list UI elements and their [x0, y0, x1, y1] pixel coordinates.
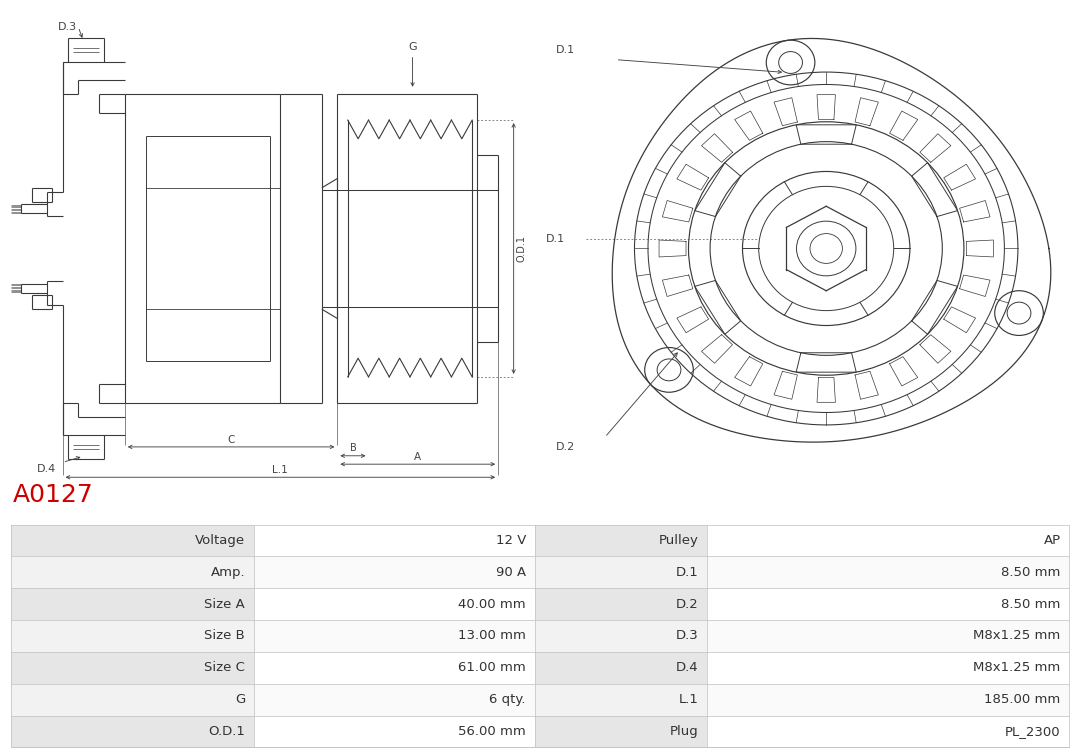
Bar: [707, 588, 1069, 620]
Text: 8.50 mm: 8.50 mm: [1001, 598, 1061, 611]
Text: D.1: D.1: [556, 44, 576, 55]
Bar: [535, 588, 707, 620]
Text: Amp.: Amp.: [211, 566, 245, 579]
Bar: [707, 556, 1069, 588]
Bar: [254, 525, 535, 556]
Text: D.1: D.1: [545, 233, 565, 243]
Text: 61.00 mm: 61.00 mm: [458, 661, 526, 675]
Text: D.1: D.1: [676, 566, 699, 579]
Bar: [254, 556, 535, 588]
Bar: [254, 620, 535, 652]
Bar: [254, 652, 535, 684]
Text: C: C: [228, 434, 234, 444]
Text: 13.00 mm: 13.00 mm: [458, 630, 526, 642]
Bar: [535, 652, 707, 684]
Text: M8x1.25 mm: M8x1.25 mm: [973, 661, 1061, 675]
Bar: [707, 525, 1069, 556]
Bar: [707, 715, 1069, 748]
Bar: [11, 715, 254, 748]
Bar: [535, 556, 707, 588]
Bar: [11, 556, 254, 588]
Text: 90 A: 90 A: [496, 566, 526, 579]
Bar: [535, 620, 707, 652]
Bar: [707, 620, 1069, 652]
Text: Size B: Size B: [204, 630, 245, 642]
Text: D.4: D.4: [676, 661, 699, 675]
Bar: [254, 588, 535, 620]
Bar: [535, 715, 707, 748]
Bar: [11, 684, 254, 715]
Text: B: B: [350, 444, 356, 453]
Bar: [11, 652, 254, 684]
Bar: [535, 525, 707, 556]
Text: L.1: L.1: [679, 694, 699, 706]
Text: D.3: D.3: [676, 630, 699, 642]
Bar: [707, 684, 1069, 715]
Text: 8.50 mm: 8.50 mm: [1001, 566, 1061, 579]
Text: G: G: [408, 42, 417, 53]
Text: Size A: Size A: [204, 598, 245, 611]
Text: Size C: Size C: [204, 661, 245, 675]
Text: O.D.1: O.D.1: [208, 725, 245, 738]
Text: 185.00 mm: 185.00 mm: [984, 694, 1061, 706]
Bar: [254, 684, 535, 715]
Text: 12 V: 12 V: [496, 534, 526, 547]
Text: 6 qty.: 6 qty.: [489, 694, 526, 706]
Text: O.D.1: O.D.1: [516, 235, 526, 262]
Text: L.1: L.1: [272, 465, 288, 475]
Bar: [707, 652, 1069, 684]
Text: D.3: D.3: [57, 22, 77, 32]
Text: AP: AP: [1043, 534, 1061, 547]
Text: D.2: D.2: [676, 598, 699, 611]
Text: A: A: [415, 452, 421, 462]
Text: D.2: D.2: [556, 442, 576, 453]
Text: Pulley: Pulley: [659, 534, 699, 547]
Text: 40.00 mm: 40.00 mm: [458, 598, 526, 611]
Text: D.4: D.4: [37, 464, 56, 474]
Text: Plug: Plug: [670, 725, 699, 738]
Bar: [11, 588, 254, 620]
Bar: [535, 684, 707, 715]
Text: PL_2300: PL_2300: [1004, 725, 1061, 738]
Bar: [254, 715, 535, 748]
Text: Voltage: Voltage: [195, 534, 245, 547]
Text: M8x1.25 mm: M8x1.25 mm: [973, 630, 1061, 642]
Bar: [11, 525, 254, 556]
Text: 56.00 mm: 56.00 mm: [458, 725, 526, 738]
Text: G: G: [235, 694, 245, 706]
Bar: [11, 620, 254, 652]
Text: A0127: A0127: [13, 483, 94, 507]
